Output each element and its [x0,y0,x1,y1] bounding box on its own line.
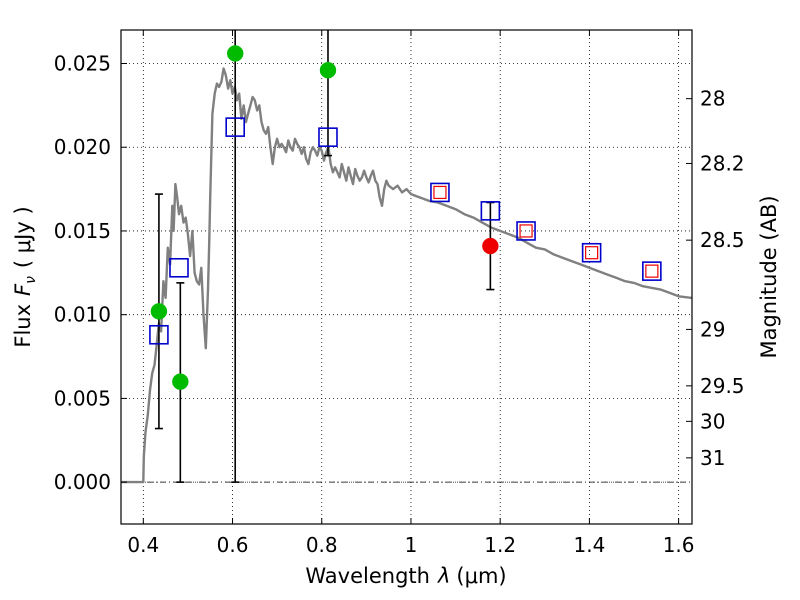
y2-axis-label: Magnitude (AB) [757,195,781,358]
model-photometry-square [149,324,169,345]
y-axis-ticks: 0.000 0.005 0.010 0.015 0.020 0.025 [54,51,127,494]
model-photometry-square [480,201,501,221]
upper-limit-square [585,246,599,260]
observed-point [482,237,499,255]
y2-tick-label: 29.5 [700,374,745,398]
x-tick-label: 1.2 [484,533,516,557]
y-tick-label: 0.020 [54,135,111,159]
observed-point [150,303,168,320]
y2-tick-label: 30 [700,409,725,433]
observed-point [172,373,189,390]
y2-axis-ticks: 28 28.2 28.5 29 29.5 30 31 [686,87,745,470]
observed-point [319,61,337,79]
model-photometry-square [581,242,602,263]
model-photometry-square [430,182,450,203]
grid-lines [121,30,692,524]
plot-frame [120,29,693,525]
x-axis-label: Wavelength λ (μm) [305,564,506,588]
y-tick-label: 0.000 [54,470,111,494]
upper-limit-square [433,185,447,200]
model-photometry-square [642,261,662,281]
x-tick-label: 0.8 [306,533,338,557]
y2-tick-label: 28 [700,87,725,111]
x-tick-label: 0.4 [127,533,159,557]
y-tick-label: 0.010 [54,303,111,327]
y2-tick-label: 28.2 [700,151,745,175]
plot-area [121,30,692,484]
model-photometry-square [169,257,189,278]
x-tick-label: 0.6 [217,533,249,557]
model-sed-line [121,67,692,484]
upper-limit-square [519,224,533,238]
y2-tick-label: 28.5 [700,228,745,252]
model-photometry-squares [149,117,662,345]
y-tick-label: 0.005 [54,386,111,410]
y-tick-label: 0.015 [54,219,111,243]
x-axis-ticks: 0.4 0.6 0.8 1 1.2 1.4 1.6 [127,30,695,557]
x-tick-label: 1.6 [663,533,695,557]
y-axis-label: FluxFν( μJy ) [11,206,39,347]
model-photometry-square [225,117,245,137]
observed-point [226,45,244,62]
x-tick-label: 1 [405,533,418,557]
y2-tick-label: 29 [700,317,725,341]
observed-points [150,45,499,390]
model-photometry-square [318,127,338,147]
y2-tick-label: 31 [700,446,725,470]
upper-limit-square [645,264,659,278]
model-photometry-square [516,221,536,241]
y-tick-label: 0.025 [54,51,111,75]
x-tick-label: 1.4 [573,533,605,557]
